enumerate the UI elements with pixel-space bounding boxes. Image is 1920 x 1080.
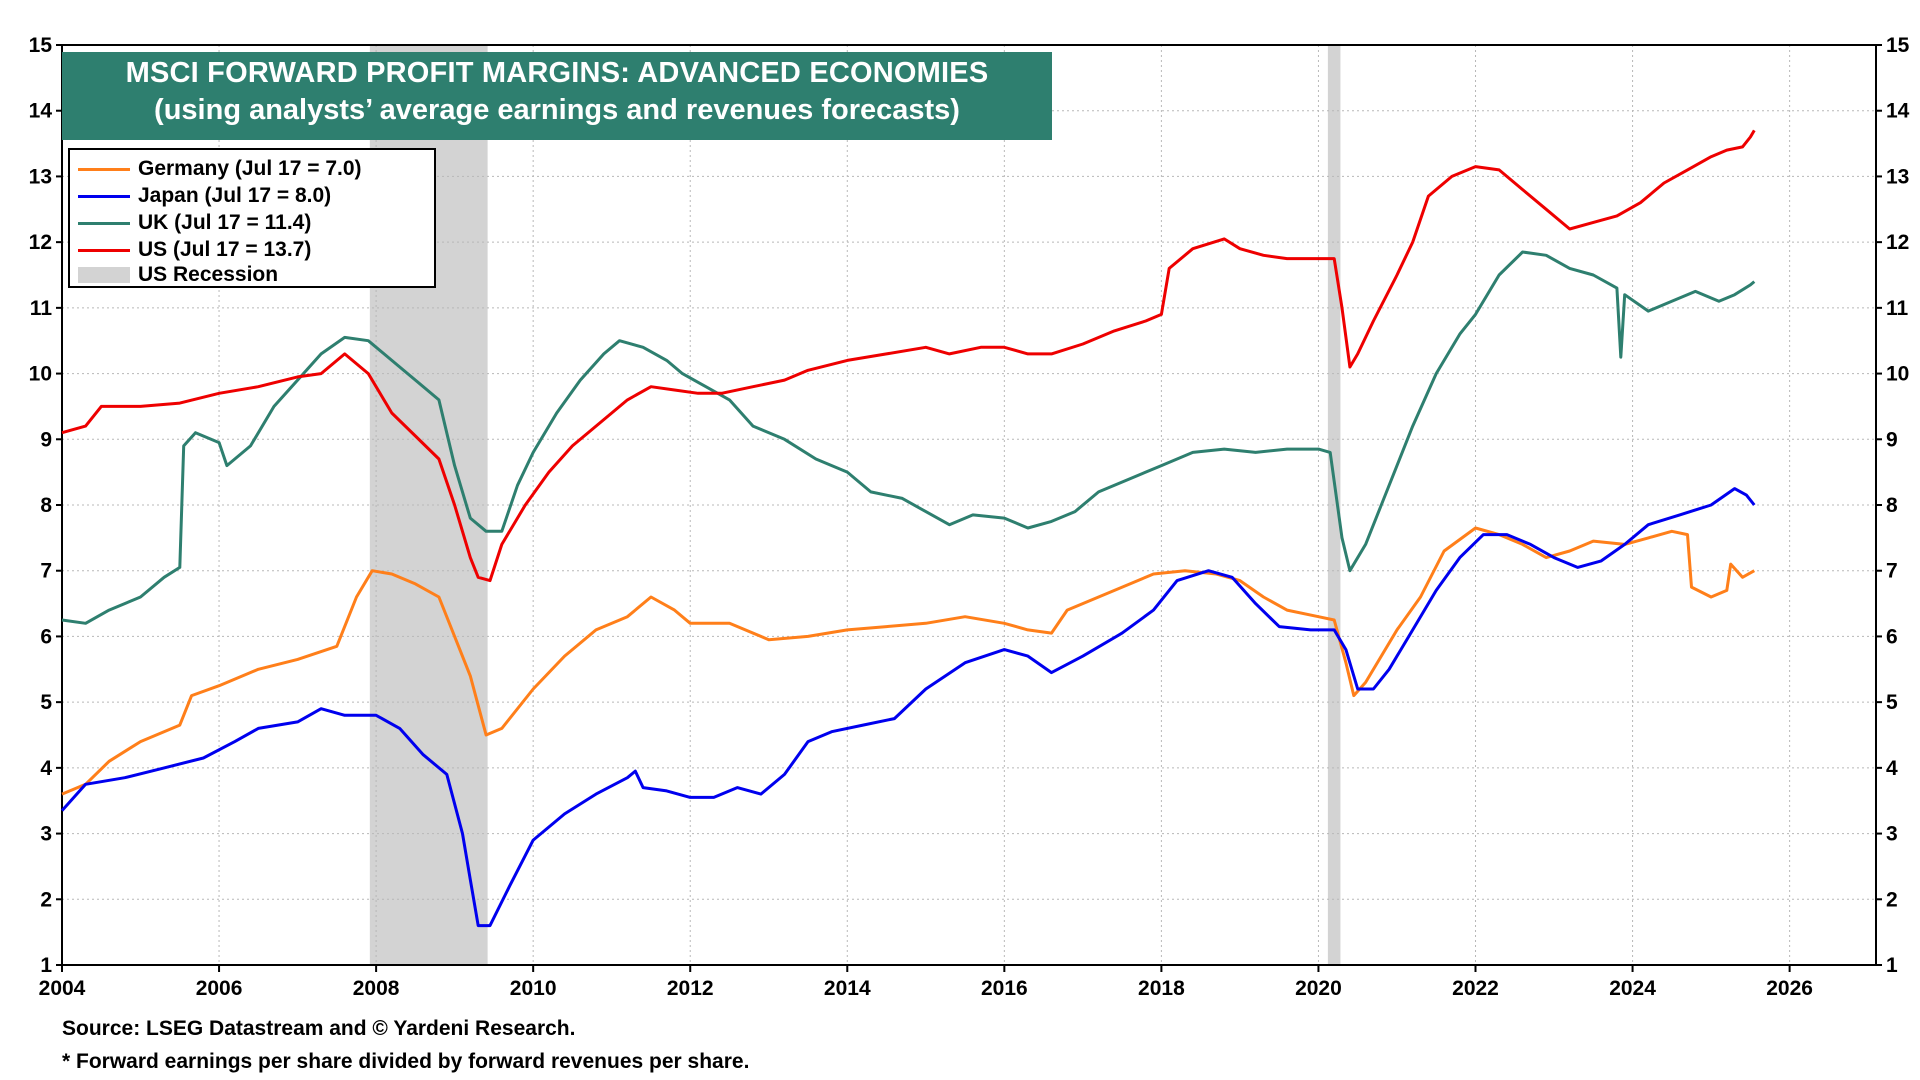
y-tick-label-left: 6 — [40, 625, 52, 648]
x-tick-label: 2004 — [39, 977, 86, 1000]
y-tick-label-right: 9 — [1886, 428, 1898, 451]
y-tick-label-left: 8 — [40, 494, 52, 517]
y-tick-label-right: 4 — [1886, 757, 1898, 780]
y-tick-label-left: 11 — [30, 297, 53, 320]
legend-item-uk: UK (Jul 17 = 11.4) — [78, 210, 311, 236]
y-tick-label-right: 11 — [1886, 297, 1909, 320]
x-tick-label: 2026 — [1766, 977, 1813, 1000]
x-tick-label: 2012 — [667, 977, 714, 1000]
legend-item-japan: Japan (Jul 17 = 8.0) — [78, 183, 331, 209]
footnote: * Forward earnings per share divided by … — [62, 1050, 750, 1073]
x-tick-label: 2022 — [1452, 977, 1499, 1000]
legend-swatch-recession — [78, 267, 130, 283]
series-line-1 — [60, 487, 1756, 928]
legend-swatch-uk — [78, 221, 130, 225]
y-tick-label-left: 5 — [40, 691, 52, 714]
recession-bands — [369, 45, 1341, 965]
y-tick-label-right: 6 — [1886, 625, 1898, 648]
chart-subtitle: (using analysts’ average earnings and re… — [154, 94, 960, 126]
y-tick-label-right: 15 — [1886, 34, 1910, 57]
y-tick-label-right: 8 — [1886, 494, 1898, 517]
x-tick-label: 2018 — [1138, 977, 1185, 1000]
source-note: Source: LSEG Datastream and © Yardeni Re… — [62, 1017, 576, 1040]
x-tick-label: 2024 — [1609, 977, 1656, 1000]
series-lines — [60, 129, 1756, 928]
y-tick-label-right: 14 — [1886, 100, 1910, 123]
y-tick-label-left: 12 — [29, 231, 52, 254]
x-tick-label: 2008 — [353, 977, 400, 1000]
x-tick-label: 2020 — [1295, 977, 1342, 1000]
legend-swatch-germany — [78, 167, 130, 171]
series-line-2 — [61, 250, 1756, 625]
legend-swatch-us — [78, 248, 130, 252]
legend-label-us: US (Jul 17 = 13.7) — [138, 238, 312, 261]
y-tick-label-left: 9 — [40, 428, 52, 451]
y-tick-label-right: 7 — [1886, 560, 1898, 583]
y-tick-label-right: 3 — [1886, 823, 1898, 846]
y-tick-label-right: 12 — [1886, 231, 1909, 254]
x-tick-label: 2006 — [196, 977, 243, 1000]
y-tick-label-right: 5 — [1886, 691, 1898, 714]
y-tick-label-right: 1 — [1886, 954, 1898, 977]
legend-item-recession: US Recession — [78, 262, 278, 288]
y-tick-label-right: 2 — [1886, 888, 1898, 911]
x-tick-label: 2010 — [510, 977, 557, 1000]
x-tick-label: 2014 — [824, 977, 871, 1000]
legend-label-recession: US Recession — [138, 263, 279, 286]
chart-title: MSCI FORWARD PROFIT MARGINS: ADVANCED EC… — [125, 57, 989, 89]
chart-title-box: MSCI FORWARD PROFIT MARGINS: ADVANCED EC… — [62, 52, 1052, 140]
y-tick-label-left: 4 — [40, 757, 52, 780]
y-tick-label-left: 7 — [40, 560, 52, 583]
series-line-3 — [61, 129, 1756, 583]
y-tick-label-right: 10 — [1886, 363, 1909, 386]
legend-label-uk: UK (Jul 17 = 11.4) — [138, 211, 312, 234]
legend-label-japan: Japan (Jul 17 = 8.0) — [138, 184, 332, 207]
x-tick-label: 2016 — [981, 977, 1028, 1000]
y-tick-label-right: 13 — [1886, 165, 1909, 188]
series-line-0 — [61, 526, 1756, 796]
legend-label-germany: Germany (Jul 17 = 7.0) — [138, 157, 362, 180]
legend-swatch-japan — [78, 194, 130, 198]
y-tick-label-left: 3 — [40, 823, 52, 846]
y-tick-label-left: 10 — [29, 363, 52, 386]
legend-item-germany: Germany (Jul 17 = 7.0) — [78, 156, 362, 182]
y-tick-label-left: 13 — [29, 165, 52, 188]
legend: Germany (Jul 17 = 7.0) Japan (Jul 17 = 8… — [68, 148, 436, 288]
y-tick-label-left: 2 — [40, 888, 52, 911]
y-tick-label-left: 15 — [29, 34, 53, 57]
legend-item-us: US (Jul 17 = 13.7) — [78, 237, 311, 263]
y-tick-label-left: 1 — [40, 954, 52, 977]
y-tick-label-left: 14 — [29, 100, 53, 123]
